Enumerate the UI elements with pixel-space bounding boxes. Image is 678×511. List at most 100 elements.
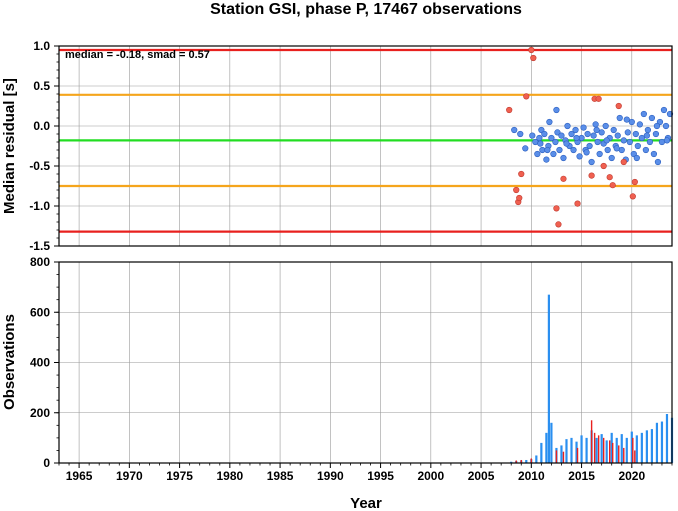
- observations-y-axis-label: Observations: [1, 314, 18, 410]
- residual-panel: 1.0 0.5 0.0 -0.5 -1.0 -1.5 median = -0.18, sm…: [1, 39, 674, 253]
- residual-point: [552, 138, 559, 146]
- residual-point: [662, 122, 670, 130]
- chart-title: Station GSI, phase P, 17467 observations: [210, 1, 522, 18]
- residual-point: [653, 122, 661, 130]
- outlier-observation-bar: [562, 451, 565, 463]
- outlier-observation-bar: [530, 458, 533, 463]
- observation-bar: [525, 459, 528, 463]
- residual-point: [643, 132, 650, 139]
- observation-bar: [620, 434, 623, 463]
- outlier-point: [513, 186, 520, 194]
- residual-y-ticks: 1.0 0.5 0.0 -0.5 -1.0 -1.5: [29, 39, 59, 253]
- residual-point: [563, 140, 570, 147]
- residual-points: [506, 46, 674, 228]
- x-tick-label: 2000: [417, 469, 444, 483]
- residual-point: [633, 154, 640, 162]
- x-axis-label: Year: [350, 495, 382, 511]
- residual-point: [620, 137, 627, 144]
- x-tick-label: 1985: [267, 469, 294, 483]
- residual-point: [558, 132, 565, 139]
- year-x-ticks: 1965 1970 1975 1980 1985 1990 1995 2000 2005 2010…: [58, 463, 673, 483]
- residual-point: [624, 129, 631, 136]
- outlier-observation-bar: [612, 442, 614, 463]
- observation-bar: [610, 432, 613, 463]
- residual-point: [511, 126, 518, 134]
- residual-point: [576, 153, 583, 160]
- x-tick-label: 1975: [166, 469, 193, 483]
- outlier-point: [555, 221, 562, 228]
- x-tick-label: 1980: [216, 469, 243, 483]
- observation-bar: [535, 455, 538, 463]
- outlier-point: [620, 158, 627, 166]
- residual-point: [623, 116, 630, 123]
- residual-point: [572, 126, 579, 134]
- outlier-point: [629, 193, 636, 200]
- residual-point: [652, 130, 660, 138]
- residual-point: [570, 146, 577, 154]
- outlier-point: [518, 170, 525, 178]
- outlier-observation-bar: [590, 420, 593, 463]
- observations-y-tick-label: 800: [30, 255, 50, 269]
- residual-y-tick-label: -1.0: [29, 199, 50, 213]
- residual-point: [536, 134, 543, 142]
- residual-point: [628, 118, 635, 126]
- residual-point: [544, 146, 551, 154]
- residual-point: [666, 110, 674, 118]
- observation-bar: [550, 422, 553, 463]
- residual-point: [592, 121, 599, 128]
- observation-bar: [565, 439, 568, 463]
- outlier-observation-bar: [602, 437, 605, 463]
- observations-y-ticks: 0 200 400 600 800: [30, 255, 59, 470]
- residual-point: [626, 138, 633, 146]
- residual-point: [614, 132, 621, 139]
- outlier-point: [523, 93, 530, 100]
- residual-point: [548, 134, 555, 142]
- observation-bar: [655, 422, 659, 463]
- residual-point: [522, 145, 529, 152]
- residual-point: [550, 150, 557, 158]
- outlier-point: [609, 182, 616, 189]
- residual-point: [644, 126, 651, 134]
- x-tick-label: 1965: [66, 469, 93, 483]
- residual-point: [638, 134, 645, 142]
- median-smad-annotation: median = -0.18, smad = 0.57: [65, 49, 210, 61]
- outlier-observation-bar: [593, 432, 596, 463]
- residual-point: [598, 129, 605, 136]
- x-tick-label: 2015: [568, 469, 595, 483]
- observation-bar: [595, 437, 598, 463]
- residual-point: [517, 130, 524, 138]
- residual-point: [584, 130, 591, 138]
- residual-point: [594, 138, 601, 146]
- observation-bar: [650, 429, 654, 463]
- residual-point: [546, 118, 553, 126]
- residual-point: [604, 146, 611, 154]
- x-tick-label: 2020: [618, 469, 645, 483]
- observation-bar: [570, 437, 573, 463]
- residual-point: [560, 154, 567, 162]
- residual-point: [648, 114, 656, 122]
- residual-point: [573, 134, 580, 142]
- outlier-point: [560, 175, 567, 182]
- residual-point: [616, 114, 623, 122]
- residual-point: [593, 126, 600, 134]
- residual-point: [534, 150, 541, 158]
- observation-bar: [645, 430, 648, 463]
- observations-bars: [510, 294, 674, 463]
- residual-point: [564, 122, 571, 130]
- observations-y-tick-label: 200: [30, 406, 50, 420]
- x-tick-label: 2010: [518, 469, 545, 483]
- observation-bar: [545, 432, 548, 463]
- residual-point: [642, 146, 649, 154]
- outlier-observation-bar: [608, 440, 611, 463]
- residual-y-axis-label: Median residual [s]: [1, 78, 18, 214]
- residual-point: [654, 158, 662, 166]
- outlier-point: [631, 178, 638, 186]
- outlier-observation-bar: [515, 460, 517, 463]
- outlier-observation-bar: [623, 447, 625, 463]
- observations-y-tick-label: 600: [30, 305, 50, 319]
- observation-bar: [665, 414, 669, 463]
- residual-point: [634, 142, 641, 150]
- outlier-observation-bar: [632, 437, 634, 463]
